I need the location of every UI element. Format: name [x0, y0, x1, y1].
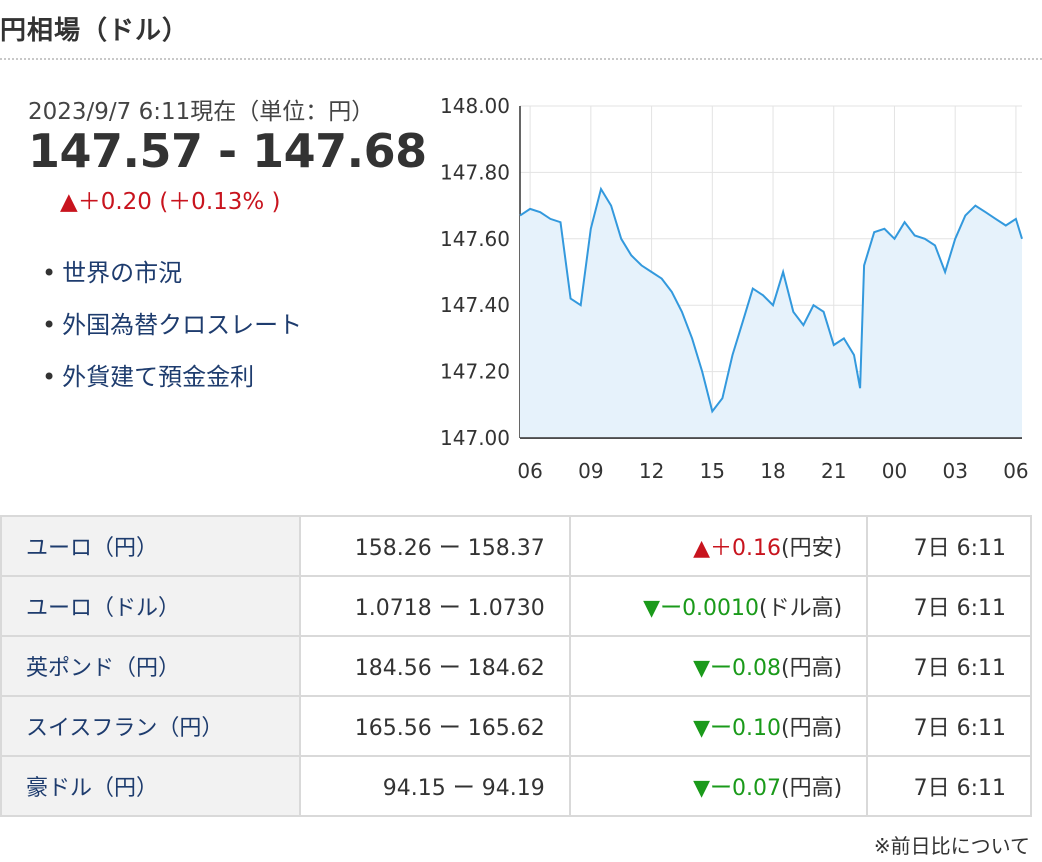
rate-row: 豪ドル（円） 94.15 ー 94.19 ▼ー0.07(円高) 7日 6:11 — [0, 755, 1032, 817]
change-value: ー0.10 — [710, 716, 782, 741]
usd-jpy-chart: 148.00 147.80 147.60 147.40 147.20 147.00 06 09… — [440, 94, 1029, 483]
x-tick-label: 06 — [1003, 459, 1028, 483]
down-arrow-icon: ▼ — [643, 596, 661, 621]
quote-change: ▲＋0.20 (＋0.13% ) — [60, 189, 281, 215]
rate-row: スイスフラン（円） 165.56 ー 165.62 ▼ー0.10(円高) 7日 6:1… — [0, 695, 1032, 757]
x-tick-label: 12 — [639, 459, 664, 483]
rate-time: 7日 6:11 — [866, 635, 1032, 697]
change-direction: (ドル高) — [759, 596, 843, 621]
y-tick-label: 147.00 — [440, 426, 510, 450]
quote-timestamp: 2023/9/7 6:11現在（単位：円） — [28, 99, 375, 125]
rate-change: ▼ー0.0010(ドル高) — [568, 575, 869, 637]
change-value: ー0.07 — [710, 776, 782, 801]
bid-ask: 165.56 ー 165.62 — [299, 695, 571, 757]
bid-ask: 158.26 ー 158.37 — [299, 515, 571, 577]
rate-row: 英ポンド（円） 184.56 ー 184.62 ▼ー0.08(円高) 7日 6:11 — [0, 635, 1032, 697]
x-tick-label: 15 — [700, 459, 725, 483]
link-item-world-markets[interactable]: • 世界の市況 — [42, 256, 302, 308]
series-line — [519, 186, 1023, 414]
rate-row: ユーロ（円） 158.26 ー 158.37 ▲＋0.16(円安) 7日 6:11 — [0, 515, 1032, 577]
x-tick-label: 03 — [942, 459, 967, 483]
y-tick-label: 148.00 — [440, 94, 510, 118]
rate-time: 7日 6:11 — [866, 515, 1032, 577]
series-area — [520, 189, 1022, 438]
x-tick-label: 06 — [517, 459, 542, 483]
bullet-icon: • — [42, 311, 57, 339]
down-arrow-icon: ▼ — [693, 716, 711, 741]
change-direction: (円安) — [781, 536, 843, 561]
currency-name[interactable]: ユーロ（ドル） — [0, 575, 302, 637]
currency-name[interactable]: スイスフラン（円） — [0, 695, 302, 757]
change-value: ー0.0010 — [660, 596, 760, 621]
change-direction: (円高) — [781, 656, 843, 681]
quote-price: 147.57 - 147.68 — [28, 124, 427, 178]
x-tick-label: 00 — [882, 459, 907, 483]
rate-change: ▼ー0.08(円高) — [568, 635, 869, 697]
currency-name[interactable]: 英ポンド（円） — [0, 635, 302, 697]
up-arrow-icon: ▲ — [693, 536, 711, 561]
cross-rates-link[interactable]: 外国為替クロスレート — [62, 311, 303, 339]
deposit-rates-link[interactable]: 外貨建て預金金利 — [62, 363, 255, 391]
x-tick-label: 18 — [760, 459, 785, 483]
rate-time: 7日 6:11 — [866, 695, 1032, 757]
link-item-deposit-rates[interactable]: • 外貨建て預金金利 — [42, 360, 302, 412]
bullet-icon: • — [42, 363, 57, 391]
currency-name[interactable]: 豪ドル（円） — [0, 755, 302, 817]
y-tick-label: 147.60 — [440, 227, 510, 251]
rates-table: ユーロ（円） 158.26 ー 158.37 ▲＋0.16(円安) 7日 6:11 ユー… — [0, 515, 1032, 817]
bid-ask: 1.0718 ー 1.0730 — [299, 575, 571, 637]
world-markets-link[interactable]: 世界の市況 — [62, 259, 183, 287]
link-item-cross-rates[interactable]: • 外国為替クロスレート — [42, 308, 302, 360]
x-tick-label: 09 — [578, 459, 603, 483]
down-arrow-icon: ▼ — [693, 656, 711, 681]
y-tick-label: 147.40 — [440, 293, 510, 317]
y-tick-label: 147.80 — [440, 160, 510, 184]
rate-time: 7日 6:11 — [866, 575, 1032, 637]
change-value: ー0.08 — [710, 656, 782, 681]
currency-name[interactable]: ユーロ（円） — [0, 515, 302, 577]
rate-change: ▼ー0.07(円高) — [568, 755, 869, 817]
rate-time: 7日 6:11 — [866, 755, 1032, 817]
dotted-divider — [0, 58, 1042, 60]
change-direction: (円高) — [781, 716, 843, 741]
rate-row: ユーロ（ドル） 1.0718 ー 1.0730 ▼ー0.0010(ドル高) 7日 6:… — [0, 575, 1032, 637]
x-tick-label: 21 — [821, 459, 846, 483]
bid-ask: 94.15 ー 94.19 — [299, 755, 571, 817]
change-direction: (円高) — [781, 776, 843, 801]
bullet-icon: • — [42, 259, 57, 287]
change-value: ＋0.16 — [710, 536, 782, 561]
comparison-note-link[interactable]: ※前日比について — [873, 834, 1030, 858]
market-links: • 世界の市況 • 外国為替クロスレート • 外貨建て預金金利 — [42, 256, 302, 412]
page-title: 円相場（ドル） — [0, 16, 190, 46]
down-arrow-icon: ▼ — [693, 776, 711, 801]
rate-change: ▼ー0.10(円高) — [568, 695, 869, 757]
y-tick-label: 147.20 — [440, 360, 510, 384]
bid-ask: 184.56 ー 184.62 — [299, 635, 571, 697]
rate-change: ▲＋0.16(円安) — [568, 515, 869, 577]
